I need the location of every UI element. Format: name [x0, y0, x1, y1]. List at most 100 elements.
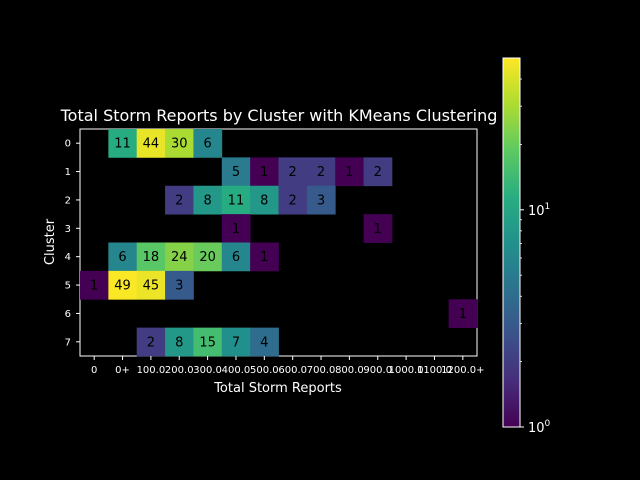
cell-value-label: 8: [260, 193, 268, 208]
heatmap-cell: [165, 270, 194, 300]
cell-value-label: 1: [459, 307, 467, 322]
cell-value-label: 6: [232, 250, 240, 265]
cell-value-label: 18: [143, 250, 160, 265]
heatmap-cell: [193, 129, 223, 158]
x-axis-ticks: 0 0+ 100.0 200.0 300.0 400.0 500.0 600.0 700.0 80…: [91, 356, 485, 376]
x-tick-label: 700.0: [307, 365, 336, 376]
y-tick-label: 5: [65, 281, 71, 292]
colorbar-tick-base: 10: [528, 421, 545, 436]
heatmap-cell: [250, 185, 279, 215]
colorbar-tick-label: 100: [528, 419, 551, 436]
heatmap-cell: [108, 270, 138, 300]
cell-value-label: 1: [90, 279, 98, 294]
x-tick-label: 400.0: [222, 365, 251, 376]
x-tick-label: 200.0: [165, 365, 194, 376]
heatmap-cell: [363, 157, 393, 187]
heatmap-cell: [108, 242, 138, 272]
cell-value-label: 7: [232, 335, 240, 350]
y-tick-label: 2: [65, 195, 71, 206]
cell-value-label: 45: [143, 279, 160, 294]
y-tick-label: 4: [65, 252, 71, 263]
colorbar-tick-exponent: 1: [545, 202, 551, 212]
heatmap-cell: [448, 299, 478, 329]
heatmap-cell: [136, 129, 166, 158]
x-tick-label: 0: [91, 365, 97, 376]
cell-value-label: 4: [260, 335, 268, 350]
colorbar-tick-exponent: 0: [545, 419, 551, 429]
heatmap-cell: [221, 327, 251, 357]
heatmap-cell: [193, 242, 223, 272]
heatmap-cell: [80, 270, 109, 300]
cell-value-label: 2: [317, 165, 325, 180]
heatmap-cell: [193, 327, 223, 357]
heatmap-cell: [278, 185, 308, 215]
x-tick-label: 600.0: [278, 365, 307, 376]
heatmap-cell: [108, 129, 138, 158]
x-tick-label: 100.0: [137, 365, 166, 376]
cell-value-label: 2: [289, 193, 297, 208]
cell-value-label: 20: [199, 250, 216, 265]
cell-value-label: 2: [374, 165, 382, 180]
x-tick-label: 300.0: [193, 365, 222, 376]
heatmap-cell: [278, 157, 308, 187]
heatmap-cell: [165, 242, 194, 272]
y-tick-label: 1: [65, 167, 71, 178]
x-axis-label: Total Storm Reports: [213, 381, 342, 396]
x-tick-label: 0+: [115, 365, 130, 376]
heatmap-cell: [165, 185, 194, 215]
colorbar-gradient: [502, 57, 521, 428]
heatmap-cell: [306, 157, 336, 187]
y-tick-label: 7: [65, 337, 71, 348]
heatmap-cell: [250, 327, 279, 357]
y-tick-label: 6: [65, 309, 71, 320]
cell-value-label: 8: [175, 335, 183, 350]
heatmap-cell: [335, 157, 364, 187]
y-tick-label: 3: [65, 224, 71, 235]
heatmap-cell: [136, 327, 166, 357]
heatmap-cell: [165, 327, 194, 357]
cell-value-label: 11: [228, 193, 245, 208]
x-tick-label: 800.0: [335, 365, 364, 376]
cell-value-label: 3: [317, 193, 325, 208]
x-tick-label: 1000.0: [389, 365, 424, 376]
cell-value-label: 6: [203, 137, 211, 152]
heatmap-cell: [221, 185, 251, 215]
cell-value-label: 5: [232, 165, 240, 180]
x-tick-label: 1200.0+: [441, 365, 484, 376]
chart-title: Total Storm Reports by Cluster with KMea…: [60, 106, 498, 125]
heatmap-cells: 11 44 30 65 1 2 2 1 22 8 11 8 2 31 16 18 24 20 6 11 49 45 312 8…: [80, 129, 478, 357]
cell-value-label: 1: [232, 222, 240, 237]
cell-value-label: 1: [260, 165, 268, 180]
y-tick-label: 0: [65, 139, 71, 150]
colorbar-tick-label: 101: [528, 202, 550, 219]
cell-value-label: 8: [203, 193, 211, 208]
cell-value-label: 24: [171, 250, 188, 265]
colorbar-tick-base: 10: [528, 204, 545, 219]
heatmap-cell: [221, 157, 251, 187]
heatmap-cell: [193, 185, 223, 215]
x-tick-label: 1100.0: [417, 365, 452, 376]
heatmap-cell: [221, 242, 251, 272]
heatmap-cell: [250, 242, 279, 272]
cell-value-label: 2: [175, 193, 183, 208]
cell-value-label: 3: [175, 279, 183, 294]
cell-value-label: 1: [260, 250, 268, 265]
cell-value-label: 2: [147, 335, 155, 350]
cell-value-label: 44: [143, 137, 160, 152]
heatmap-cell: [363, 214, 393, 243]
x-tick-label: 900.0: [363, 365, 392, 376]
y-axis-ticks: 0 1 2 3 4 5 6 7: [65, 139, 80, 348]
cell-value-label: 15: [199, 335, 216, 350]
cell-value-label: 1: [345, 165, 353, 180]
cell-value-label: 2: [289, 165, 297, 180]
heatmap-cell: [250, 157, 279, 187]
cell-value-label: 11: [114, 137, 131, 152]
heatmap-cell: [136, 242, 166, 272]
heatmap-cell: [306, 185, 336, 215]
heatmap-cell: [221, 214, 251, 243]
y-axis-label: Cluster: [43, 218, 58, 265]
cell-value-label: 6: [118, 250, 126, 265]
cell-value-label: 30: [171, 137, 188, 152]
